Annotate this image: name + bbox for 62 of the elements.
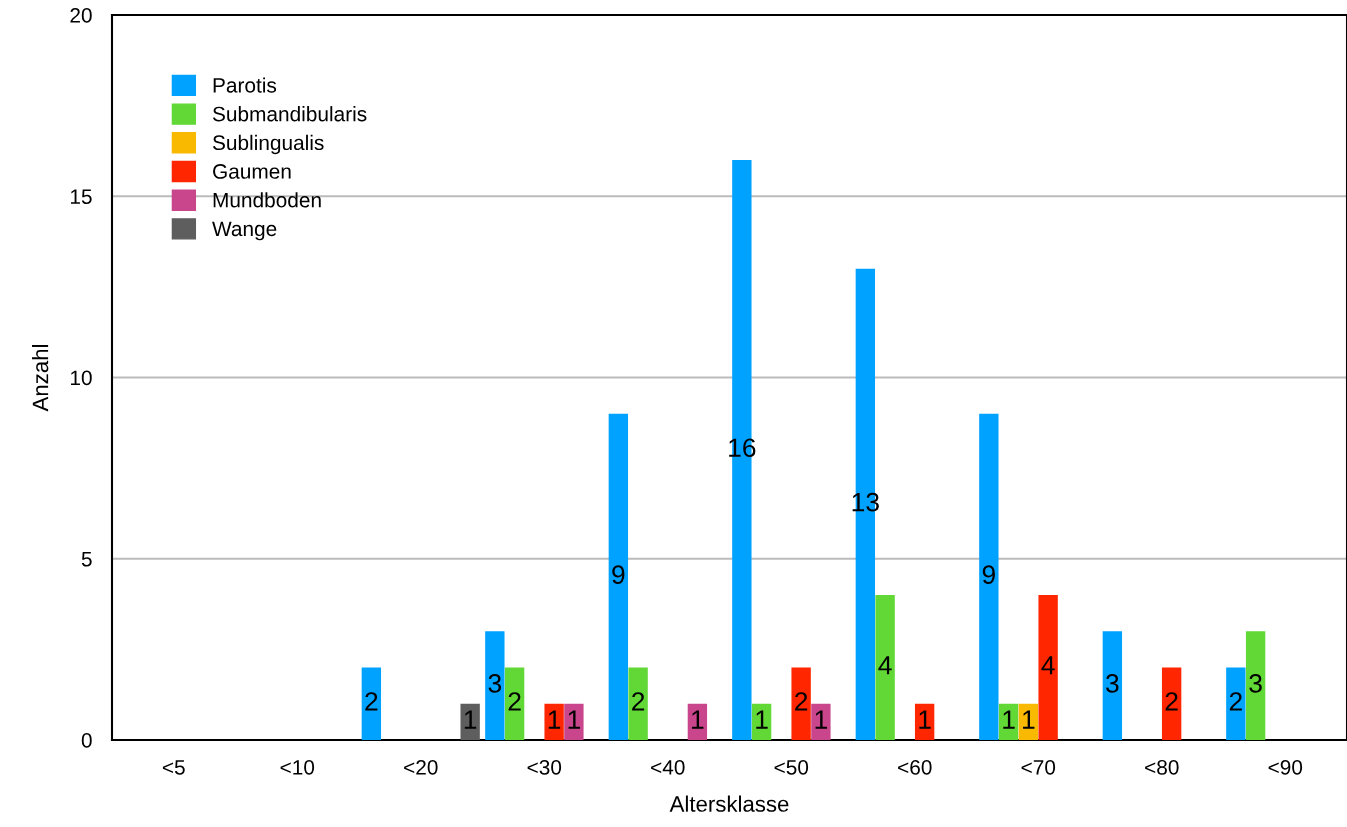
- data-label: 2: [795, 692, 808, 711]
- bar: [485, 631, 505, 740]
- y-tick-label: 10: [70, 370, 92, 386]
- y-axis-title: Anzahl: [32, 345, 49, 412]
- bar: [811, 703, 831, 740]
- bar: [564, 703, 584, 740]
- legend-label: Gaumen: [213, 164, 291, 179]
- x-tick-label: <50: [774, 759, 809, 775]
- data-label: 1: [1003, 710, 1015, 729]
- data-label: 2: [1229, 692, 1242, 711]
- data-label: 1: [464, 710, 477, 729]
- x-axis-title: Altersklasse: [669, 795, 789, 812]
- legend-label: Parotis: [213, 77, 277, 93]
- data-label: 1: [692, 710, 704, 729]
- x-tick-label: <80: [1145, 759, 1179, 775]
- bar: [504, 667, 525, 740]
- x-tick-label: <60: [898, 759, 932, 775]
- data-label: 2: [1165, 692, 1178, 711]
- bar: [1226, 667, 1246, 740]
- data-label: 2: [365, 692, 378, 711]
- legend-label: Sublingualis: [212, 134, 324, 155]
- data-label: 3: [1249, 674, 1262, 693]
- bar: [979, 413, 999, 740]
- data-label: 1: [919, 710, 931, 729]
- x-tick-label: <70: [1021, 759, 1056, 775]
- legend-label: Wange: [212, 221, 277, 241]
- x-tick-label: <90: [1268, 759, 1303, 775]
- data-label: 1: [756, 710, 768, 729]
- x-tick-label: <5: [162, 760, 185, 775]
- data-label: 9: [982, 565, 995, 584]
- bar: [608, 413, 629, 740]
- bar: [875, 595, 895, 740]
- bar: [460, 703, 480, 740]
- bar: [544, 703, 564, 740]
- data-label: 1: [1023, 710, 1035, 729]
- data-label: 1: [548, 710, 561, 729]
- y-tick-label: 0: [81, 733, 92, 748]
- data-label: 3: [1106, 674, 1119, 693]
- data-label: 2: [632, 692, 645, 711]
- bar: [1161, 667, 1182, 740]
- bar: [791, 667, 811, 740]
- bar: [1245, 631, 1266, 740]
- x-tick-label: <30: [527, 759, 562, 775]
- data-label: 1: [815, 710, 827, 729]
- legend-label: Submandibularis: [212, 106, 367, 122]
- data-label: 3: [488, 674, 502, 693]
- y-tick-label: 20: [70, 8, 92, 23]
- x-tick-label: <10: [280, 759, 315, 775]
- bar: [361, 667, 382, 740]
- bar: [1038, 595, 1058, 740]
- data-label: 4: [878, 656, 892, 675]
- x-tick-label: <40: [651, 759, 685, 775]
- data-label: 2: [508, 692, 521, 711]
- bar: [1102, 631, 1123, 740]
- data-label: 9: [612, 565, 625, 584]
- bar: [628, 667, 648, 740]
- legend-label: Mundboden: [213, 192, 321, 208]
- data-label: 1: [568, 710, 580, 729]
- data-label: 4: [1041, 656, 1055, 675]
- y-tick-label: 15: [70, 189, 92, 204]
- y-tick-label: 5: [81, 551, 92, 567]
- x-tick-label: <20: [404, 759, 438, 775]
